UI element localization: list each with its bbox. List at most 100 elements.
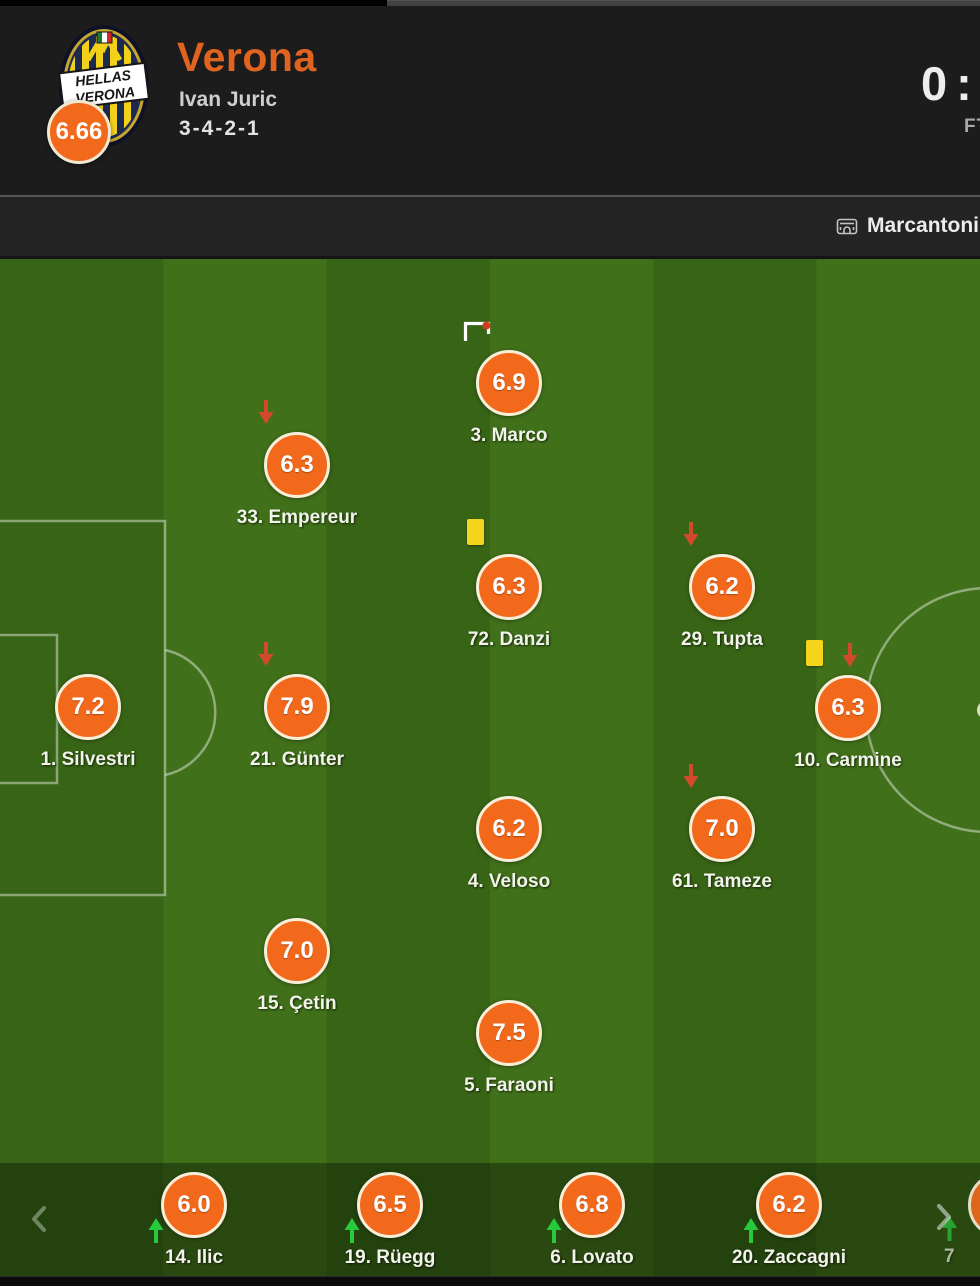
player-marker[interactable]: 7.0 15. Çetin <box>217 918 377 1015</box>
player-marker[interactable]: 6.3 72. Danzi <box>429 519 589 651</box>
top-divider-dark <box>0 0 387 6</box>
chevron-left-icon[interactable] <box>28 1204 52 1234</box>
player-rating: 6.5 <box>373 1191 407 1218</box>
player-marker[interactable]: 6.9 3. Marco <box>429 321 589 447</box>
player-label: 19. Rüegg <box>344 1247 436 1268</box>
venue-name: Marcantoni <box>867 214 980 237</box>
player-rating: 6.3 <box>831 694 865 721</box>
player-rating: 6.2 <box>772 1191 806 1218</box>
score-separator: : <box>956 57 972 110</box>
sub-off-arrow-icon <box>258 400 274 424</box>
sub-on-arrow-icon <box>546 1218 562 1243</box>
player-label: 3. Marco <box>470 425 548 446</box>
player-rating: 6.3 <box>492 573 526 600</box>
player-label: 61. Tameze <box>672 871 772 892</box>
player-label: 21. Günter <box>250 749 344 770</box>
player-rating-circle[interactable]: 7.9 <box>264 674 330 740</box>
player-rating: 6.8 <box>575 1191 609 1218</box>
player-rating-circle[interactable]: 6.3 <box>264 432 330 498</box>
yellow-card-icon <box>467 519 484 545</box>
team-rating-value: 6.66 <box>55 118 103 145</box>
player-rating-circle[interactable]: 6.0 <box>161 1172 227 1238</box>
sub-off-arrow-icon <box>683 522 699 546</box>
player-rating-circle[interactable]: 6.3 <box>476 554 542 620</box>
player-rating: 7.5 <box>492 1019 526 1046</box>
player-marker[interactable]: 6.5 19. Rüegg <box>310 1172 470 1269</box>
penalty-box-line <box>0 519 167 897</box>
stadium-icon <box>836 218 858 235</box>
player-rating: 7.0 <box>705 815 739 842</box>
sub-off-arrow-icon <box>258 642 274 666</box>
player-label: 14. Ilic <box>164 1247 224 1268</box>
player-rating-circle[interactable]: 6.8 <box>559 1172 625 1238</box>
player-rating-circle[interactable]: 6.2 <box>756 1172 822 1238</box>
player-label: 1. Silvestri <box>40 749 136 770</box>
player-marker[interactable]: 7.0 61. Tameze <box>642 764 802 893</box>
player-rating: 7.2 <box>71 693 105 720</box>
player-marker[interactable]: 6.8 6. Lovato <box>512 1172 672 1269</box>
manager-name: Ivan Juric <box>179 88 278 111</box>
center-spot <box>977 703 980 717</box>
player-rating-circle[interactable]: 7.0 <box>264 918 330 984</box>
player-marker[interactable]: 6.2 20. Zaccagni <box>709 1172 869 1269</box>
venue-bar: Marcantoni <box>0 197 980 256</box>
player-rating-circle[interactable]: 6.9 <box>476 350 542 416</box>
goal-icon <box>463 321 491 341</box>
player-marker[interactable]: 6.2 4. Veloso <box>429 796 589 893</box>
pitch: 7.2 1. Silvestri 6.3 33. Empereur 7.9 21. Gü… <box>0 259 980 1286</box>
crest-banner: HELLAS VERONA <box>58 61 150 111</box>
player-label: 4. Veloso <box>467 871 551 892</box>
player-rating: 6.9 <box>492 369 526 396</box>
match-status: FT <box>964 116 980 137</box>
player-rating-circle[interactable]: 6.2 <box>476 796 542 862</box>
player-marker[interactable]: 6.3 10. Carmine <box>768 640 928 772</box>
team-rating-badge: 6.66 <box>47 100 111 164</box>
player-rating-circle[interactable]: 7.0 <box>689 796 755 862</box>
player-rating: 6.3 <box>280 451 314 478</box>
player-rating-circle[interactable]: 7.5 <box>476 1000 542 1066</box>
player-rating: 6.2 <box>492 815 526 842</box>
player-marker[interactable]: 6.2 29. Tupta <box>642 522 802 651</box>
penalty-arc-line <box>164 648 217 777</box>
player-label: 33. Empereur <box>236 507 358 528</box>
player-rating: 7.0 <box>280 937 314 964</box>
bottom-section-edge <box>0 1276 980 1286</box>
chevron-right-icon[interactable] <box>931 1202 955 1232</box>
player-rating-circle[interactable]: 6.3 <box>815 675 881 741</box>
player-marker[interactable]: 6.3 33. Empereur <box>217 400 377 529</box>
score: 0: <box>921 56 972 111</box>
player-rating: 7.9 <box>280 693 314 720</box>
player-label: 15. Çetin <box>257 993 337 1014</box>
team-name[interactable]: Verona <box>177 34 317 80</box>
sub-on-arrow-icon <box>344 1218 360 1243</box>
player-marker[interactable]: 7.9 21. Günter <box>217 642 377 771</box>
player-rating-circle[interactable]: 7.2 <box>55 674 121 740</box>
header-divider <box>0 195 980 197</box>
partial-substitute-label: 7 <box>944 1246 955 1267</box>
player-label: 10. Carmine <box>794 750 902 771</box>
crest-text-top: HELLAS <box>74 67 132 90</box>
player-rating: 6.2 <box>705 573 739 600</box>
player-marker[interactable]: 6.0 14. Ilic <box>114 1172 274 1269</box>
player-label: 72. Danzi <box>467 629 551 650</box>
sub-on-arrow-icon <box>148 1218 164 1243</box>
player-label: 6. Lovato <box>550 1247 634 1268</box>
player-label: 20. Zaccagni <box>731 1247 847 1268</box>
sub-off-arrow-icon <box>842 643 858 667</box>
crest-text-bottom: VERONA <box>74 83 135 106</box>
player-marker[interactable]: 7.5 5. Faraoni <box>429 1000 589 1097</box>
formation: 3-4-2-1 <box>179 117 261 140</box>
player-rating: 6.0 <box>177 1191 211 1218</box>
crest-tricolor-icon <box>96 31 113 44</box>
player-rating-circle[interactable]: 6.5 <box>357 1172 423 1238</box>
sub-off-arrow-icon <box>683 764 699 788</box>
player-marker[interactable]: 7.2 1. Silvestri <box>8 674 168 771</box>
venue-divider <box>0 256 980 259</box>
team-header: HELLAS VERONA 6.66 Verona Ivan Juric 3-4… <box>0 6 980 196</box>
sub-on-arrow-icon <box>942 1216 957 1241</box>
score-home: 0 <box>921 57 948 110</box>
player-label: 29. Tupta <box>681 629 763 650</box>
top-divider-light <box>387 0 980 6</box>
player-label: 5. Faraoni <box>464 1075 554 1096</box>
player-rating-circle[interactable]: 6.2 <box>689 554 755 620</box>
